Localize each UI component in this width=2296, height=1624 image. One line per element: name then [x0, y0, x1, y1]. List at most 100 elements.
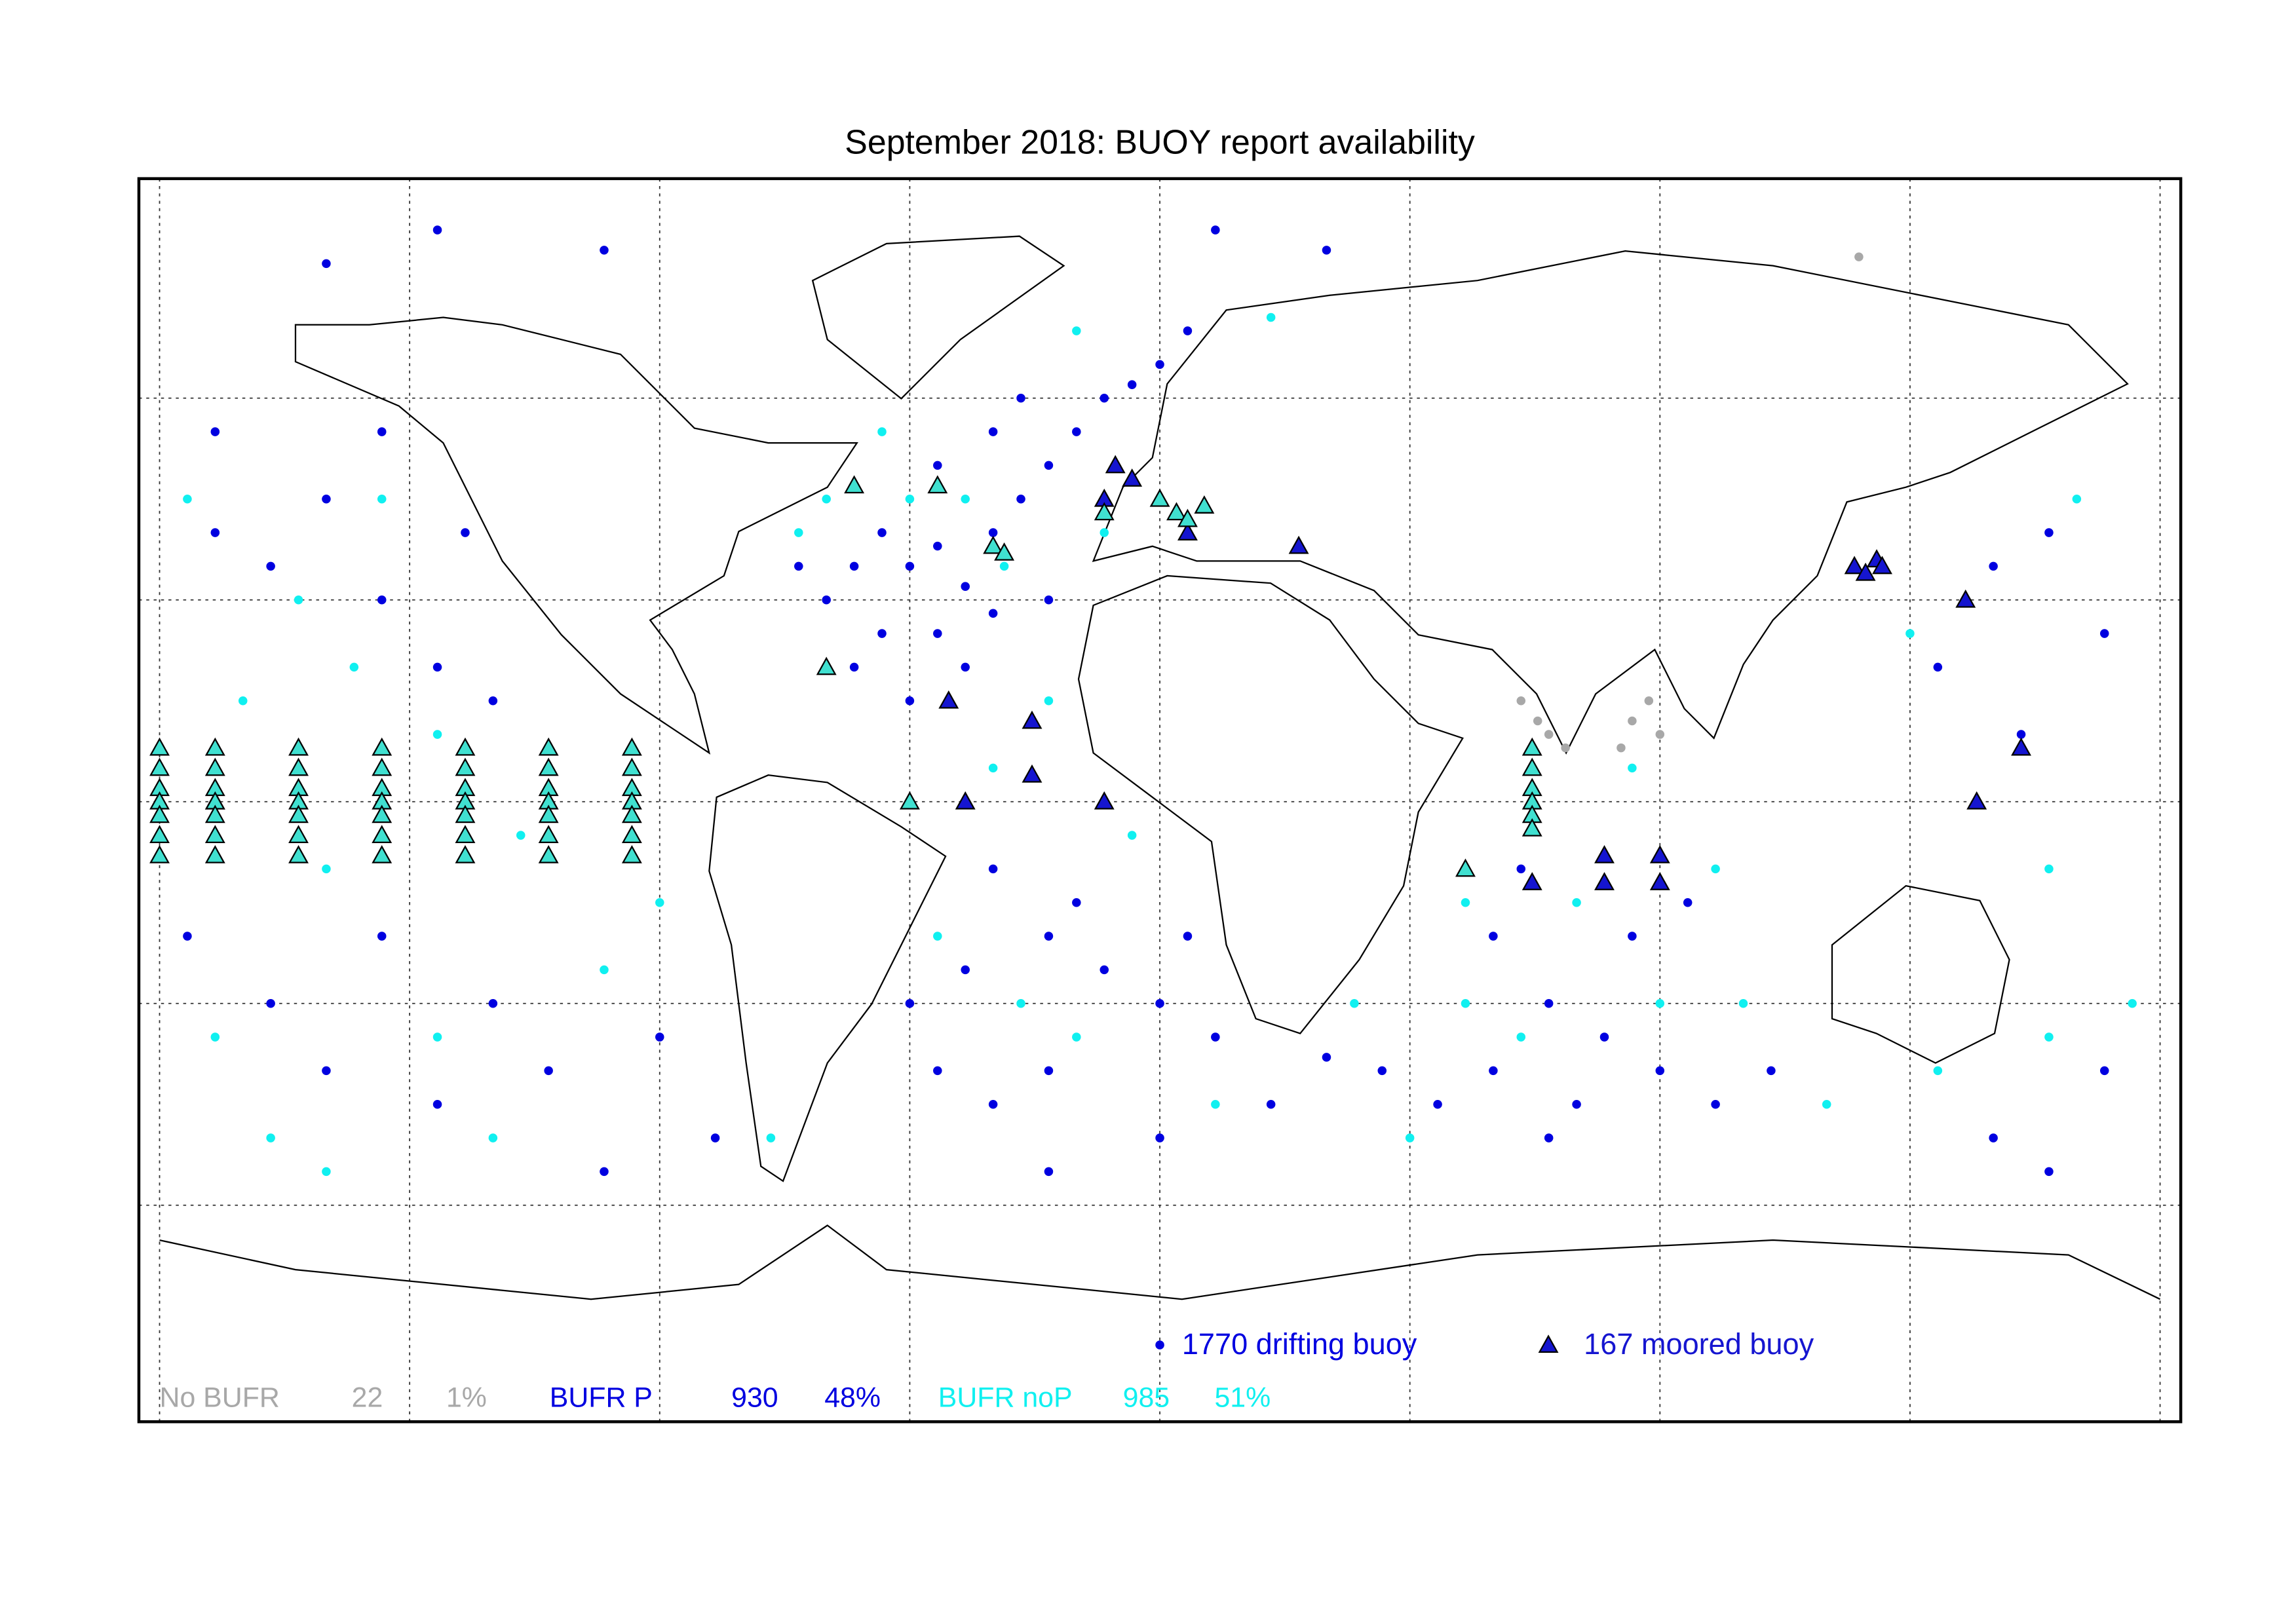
moored-buoy — [204, 757, 225, 776]
drifting-buoy — [988, 864, 998, 874]
drifting-buoy — [961, 965, 970, 975]
drifting-buoy — [2016, 730, 2026, 739]
moored-buoy — [288, 804, 309, 823]
summary-percent: 1% — [446, 1382, 487, 1414]
drifting-buoy — [1100, 528, 1109, 537]
drifting-buoy — [1644, 696, 1654, 706]
drifting-buoy — [1711, 864, 1720, 874]
australia — [1831, 884, 2010, 1064]
moored-buoy — [1455, 858, 1476, 877]
moored-buoy — [1022, 710, 1043, 729]
drifting-buoy — [1433, 1099, 1442, 1109]
drifting-buoy — [1155, 360, 1164, 369]
chart-title: September 2018: BUOY report availability — [845, 123, 1475, 161]
drifting-buoy — [1322, 246, 1331, 255]
drifting-buoy — [1155, 998, 1164, 1008]
moored-buoy — [621, 804, 642, 823]
summary-label: No BUFR — [160, 1382, 280, 1414]
drifting-buoy — [1044, 696, 1054, 706]
drifting-buoy — [877, 528, 887, 537]
moored-buoy — [204, 825, 225, 844]
moored-buoy — [455, 737, 476, 756]
drifting-buoy — [933, 1066, 942, 1076]
drifting-buoy — [822, 595, 831, 605]
drifting-buoy — [1655, 730, 1665, 739]
moored-buoy — [149, 757, 170, 776]
grid — [138, 178, 2181, 1422]
drifting-buoy — [516, 831, 526, 840]
moored-buoy — [1022, 764, 1043, 783]
drifting-buoy — [1127, 380, 1137, 389]
moored-buoy — [372, 737, 392, 756]
drifting-buoy — [238, 696, 248, 706]
drifting-buoy — [432, 730, 442, 739]
antarctica — [159, 1224, 2161, 1300]
moored-buoy — [288, 845, 309, 863]
moored-buoy — [204, 804, 225, 823]
summary-count: 22 — [352, 1382, 383, 1414]
moored-buoy — [1521, 737, 1542, 756]
moored-buoy — [538, 737, 559, 756]
moored-buoy — [1521, 757, 1542, 776]
moored-buoy — [1166, 502, 1187, 521]
drifting-buoy — [377, 494, 387, 504]
moored-buoy — [983, 535, 1004, 554]
drifting-buoy — [1822, 1099, 1831, 1109]
drifting-buoy — [1516, 696, 1526, 706]
drifting-buoy — [905, 696, 915, 706]
legend-label: 167 moored buoy — [1584, 1327, 1814, 1361]
drifting-buoy — [1516, 1032, 1526, 1042]
drifting-buoy — [2044, 1167, 2054, 1177]
drifting-buoy — [933, 932, 942, 941]
drifting-buoy — [1989, 561, 1998, 571]
drifting-buoy — [1266, 1099, 1276, 1109]
drifting-buoy — [1044, 595, 1054, 605]
drifting-buoy — [1489, 1066, 1498, 1076]
drifting-buoy — [1516, 864, 1526, 874]
moored-buoy — [1288, 535, 1309, 554]
drifting-buoy — [655, 1032, 664, 1042]
moored-buoy — [621, 845, 642, 863]
drifting-buoy — [1044, 1066, 1054, 1076]
summary-percent: 51% — [1214, 1382, 1271, 1414]
moored-buoy — [1594, 845, 1615, 863]
drifting-buoy — [1854, 252, 1864, 261]
drifting-buoy — [1905, 629, 1915, 638]
drifting-buoy — [1561, 743, 1570, 753]
drifting-buoy — [1211, 1032, 1220, 1042]
drifting-buoy — [377, 932, 387, 941]
drifting-buoy — [488, 1133, 498, 1142]
moored-buoy — [1177, 522, 1198, 541]
drifting-buoy — [322, 494, 331, 504]
moored-buoy — [1122, 468, 1143, 487]
drifting-buoy — [1044, 461, 1054, 470]
drifting-buoy — [322, 1167, 331, 1177]
drifting-buoy — [999, 561, 1009, 571]
drifting-buoy — [1711, 1099, 1720, 1109]
moored-buoy — [372, 845, 392, 863]
moored-buoy — [1955, 589, 1976, 608]
moored-buoy — [455, 825, 476, 844]
moored-buoy — [288, 757, 309, 776]
moored-buoy — [927, 475, 948, 494]
drifting-buoy — [488, 696, 498, 706]
drifting-buoy — [1044, 1167, 1054, 1177]
drifting-buoy — [2044, 864, 2054, 874]
moored-buoy — [955, 791, 976, 810]
moored-buoy — [455, 804, 476, 823]
drifting-buoy — [905, 998, 915, 1008]
summary-percent: 48% — [824, 1382, 881, 1414]
moored-buoy — [899, 791, 920, 810]
drifting-buoy — [1989, 1133, 1998, 1142]
drifting-buoy — [294, 595, 303, 605]
moored-buoy — [538, 757, 559, 776]
moored-buoy — [1872, 556, 1892, 575]
drifting-buoy — [1350, 998, 1359, 1008]
drifting-buoy — [988, 427, 998, 436]
drifting-buoy — [1738, 998, 1748, 1008]
moored-buoy — [455, 845, 476, 863]
moored-buoy — [621, 757, 642, 776]
moored-buoy — [149, 845, 170, 863]
drifting-buoy — [655, 897, 664, 907]
summary-label: BUFR P — [550, 1382, 653, 1414]
